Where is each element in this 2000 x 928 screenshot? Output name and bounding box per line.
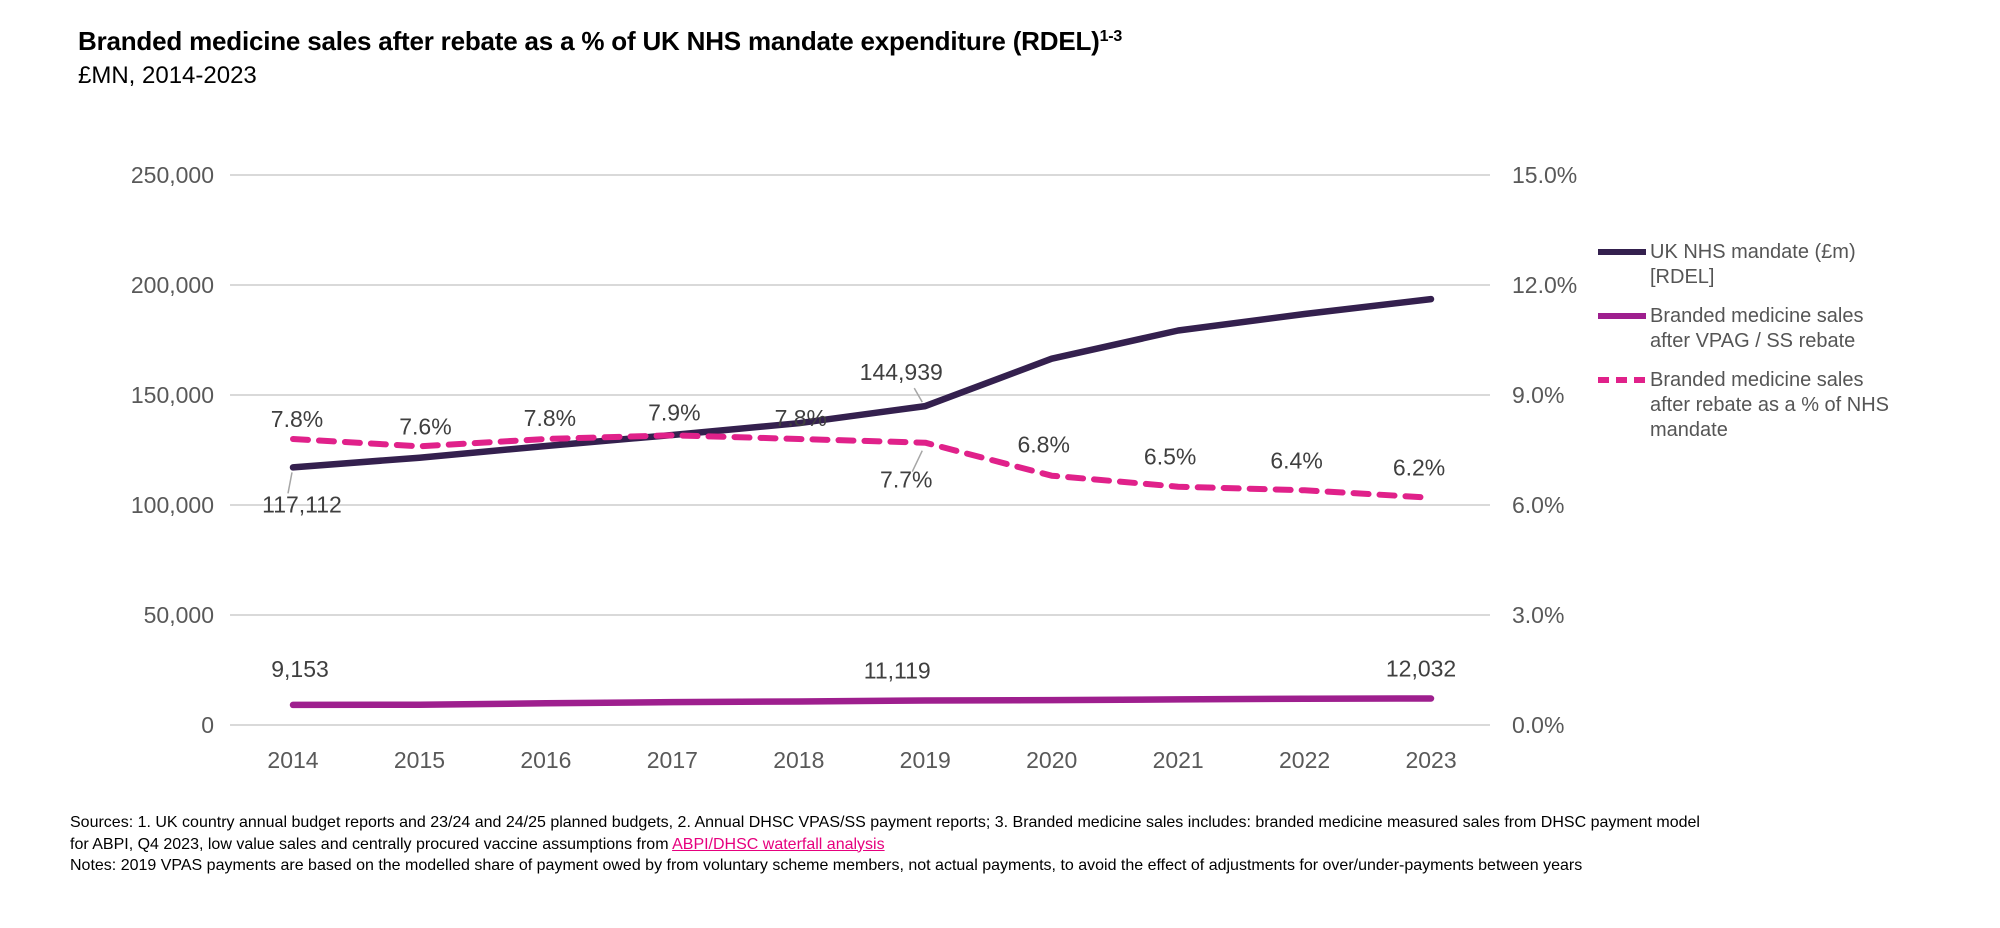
right-axis-tick-label: 6.0%: [1512, 492, 1564, 518]
data-label: 6.4%: [1270, 447, 1322, 473]
data-label: 9,153: [271, 656, 329, 682]
data-label: 7.8%: [271, 406, 323, 432]
right-axis-tick-label: 9.0%: [1512, 382, 1564, 408]
left-axis-tick-label: 200,000: [131, 272, 214, 298]
data-label: 7.8%: [524, 405, 576, 431]
footnotes: Sources: 1. UK country annual budget rep…: [70, 812, 1700, 877]
series-line-1: [289, 695, 1435, 709]
data-label: 117,112: [262, 491, 342, 517]
data-label: 12,032: [1386, 656, 1456, 682]
left-axis-tick-label: 0: [201, 712, 214, 738]
notes-line: Notes: 2019 VPAS payments are based on t…: [70, 857, 1583, 874]
x-axis-tick-label: 2014: [267, 747, 318, 773]
data-label-leader-line: [287, 472, 293, 494]
legend-label: Branded medicine sales after rebate as a…: [1650, 369, 1890, 441]
legend-item-nhs-mandate: UK NHS mandate (£m) [RDEL]: [1598, 240, 1938, 290]
legend-swatch-solid-navy-icon: [1598, 249, 1646, 255]
data-label: 6.8%: [1017, 432, 1069, 458]
waterfall-analysis-link[interactable]: ABPI/DHSC waterfall analysis: [672, 835, 885, 853]
sources-line-1: Sources: 1. UK country annual budget rep…: [70, 814, 1700, 831]
left-axis-tick-label: 250,000: [131, 162, 214, 188]
data-label: 7.7%: [880, 467, 932, 493]
left-axis-tick-label: 150,000: [131, 382, 214, 408]
x-axis-tick-label: 2019: [900, 747, 951, 773]
title-superscript: 1-3: [1099, 28, 1123, 45]
chart-header: Branded medicine sales after rebate as a…: [78, 26, 1122, 90]
right-axis-tick-label: 15.0%: [1512, 162, 1577, 188]
page-subtitle: £MN, 2014-2023: [78, 62, 257, 89]
x-axis-tick-label: 2022: [1279, 747, 1330, 773]
data-label: 7.9%: [648, 399, 700, 425]
chart-legend: UK NHS mandate (£m) [RDEL] Branded medic…: [1598, 240, 1938, 443]
page-title-text: Branded medicine sales after rebate as a…: [78, 26, 1100, 56]
x-axis-tick-label: 2017: [647, 747, 698, 773]
left-axis-tick-label: 100,000: [131, 492, 214, 518]
x-axis-tick-label: 2021: [1153, 747, 1204, 773]
legend-item-percent-of-mandate: Branded medicine sales after rebate as a…: [1598, 368, 1938, 443]
data-label: 6.2%: [1393, 455, 1445, 481]
data-label: 7.8%: [775, 405, 827, 431]
data-label-leader-line: [913, 387, 923, 403]
left-axis-tick-label: 50,000: [144, 602, 214, 628]
legend-item-branded-sales: Branded medicine sales after VPAG / SS r…: [1598, 304, 1938, 354]
sources-line-2: for ABPI, Q4 2023, low value sales and c…: [70, 834, 1700, 856]
data-label-leader-line: [911, 450, 923, 472]
data-label: 11,119: [864, 658, 931, 684]
right-axis-tick-label: 0.0%: [1512, 712, 1564, 738]
x-axis-tick-label: 2023: [1405, 747, 1456, 773]
series-line-0: [289, 295, 1435, 471]
sources-line-2-text: for ABPI, Q4 2023, low value sales and c…: [70, 835, 673, 853]
right-axis-tick-label: 12.0%: [1512, 272, 1577, 298]
x-axis-tick-label: 2020: [1026, 747, 1077, 773]
data-label: 144,939: [860, 359, 943, 385]
legend-label: Branded medicine sales after VPAG / SS r…: [1650, 305, 1864, 352]
x-axis-tick-label: 2016: [520, 747, 571, 773]
x-axis-tick-label: 2018: [773, 747, 824, 773]
page-title: Branded medicine sales after rebate as a…: [78, 26, 1122, 57]
legend-swatch-solid-purple-icon: [1598, 313, 1646, 319]
x-axis-tick-label: 2015: [394, 747, 445, 773]
legend-swatch-dashed-pink-icon: [1598, 377, 1646, 383]
series-line-2: [290, 432, 1434, 501]
data-label: 6.5%: [1144, 444, 1196, 470]
right-axis-tick-label: 3.0%: [1512, 602, 1564, 628]
data-label: 7.6%: [399, 413, 451, 439]
legend-label: UK NHS mandate (£m) [RDEL]: [1650, 241, 1856, 288]
